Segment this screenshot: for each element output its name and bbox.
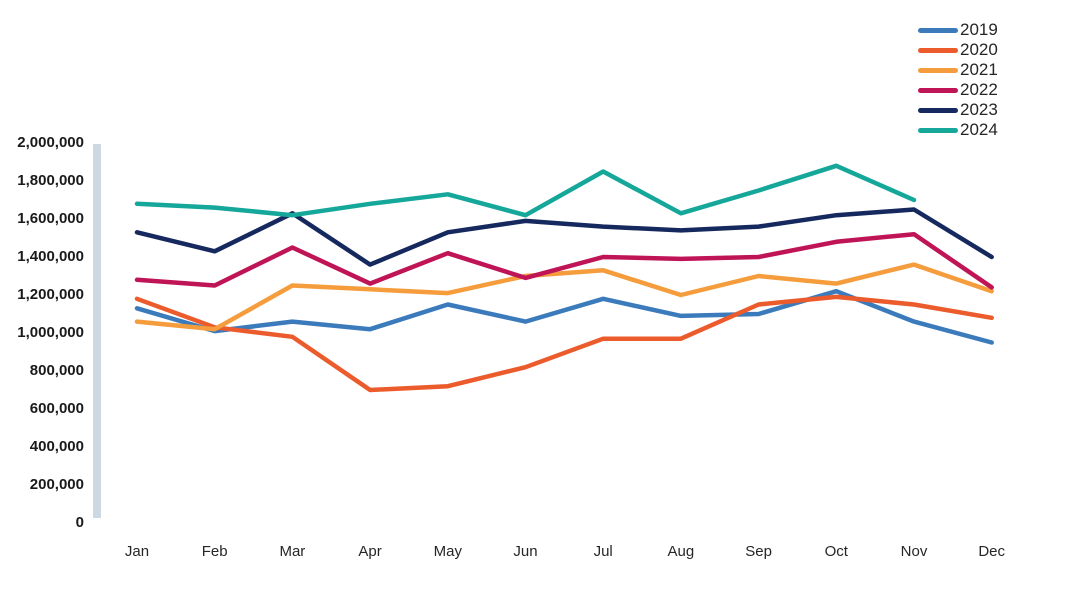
x-axis-tick-label: Aug (668, 543, 695, 560)
legend-swatch-2022 (918, 87, 958, 93)
legend-label: 2024 (960, 120, 998, 139)
x-axis-tick-label: Apr (358, 543, 381, 560)
legend: 2019 2020 2021 2022 2023 2024 (918, 20, 998, 140)
legend-swatch-2023 (918, 107, 958, 113)
legend-swatch-2019 (918, 27, 958, 33)
x-axis-tick-label: Oct (825, 543, 849, 560)
x-axis-tick-label: Dec (978, 543, 1005, 560)
y-axis-tick-label: 400,000 (30, 438, 84, 455)
legend-label: 2019 (960, 20, 998, 39)
y-axis-tick-label: 800,000 (30, 362, 84, 379)
y-axis-tick-label: 1,000,000 (17, 324, 84, 341)
y-axis-tick-label: 1,200,000 (17, 286, 84, 303)
x-axis-tick-label: Jul (594, 543, 613, 560)
series-line-2023 (134, 207, 994, 267)
legend-item-2023[interactable]: 2023 (918, 100, 998, 120)
y-axis-tick-label: 1,600,000 (17, 210, 84, 227)
x-axis-tick-label: Jan (125, 543, 149, 560)
series-line-2021 (134, 262, 994, 332)
y-axis-tick-label: 0 (76, 514, 84, 531)
legend-label: 2021 (960, 60, 998, 79)
legend-swatch-2024 (918, 127, 958, 133)
series-line-2020 (134, 294, 994, 393)
legend-label: 2022 (960, 80, 998, 99)
y-axis-bar (93, 144, 101, 518)
x-axis-tick-label: May (434, 543, 463, 560)
x-axis-tick-label: Mar (279, 543, 305, 560)
y-axis-tick-label: 600,000 (30, 400, 84, 417)
legend-label: 2020 (960, 40, 998, 59)
legend-item-2024[interactable]: 2024 (918, 120, 998, 140)
series-line-2024 (134, 163, 917, 218)
legend-swatch-2020 (918, 47, 958, 53)
y-axis-tick-label: 1,400,000 (17, 248, 84, 265)
y-axis-tick-label: 200,000 (30, 476, 84, 493)
legend-item-2022[interactable]: 2022 (918, 80, 998, 100)
legend-item-2019[interactable]: 2019 (918, 20, 998, 40)
x-axis-tick-label: Sep (745, 543, 772, 560)
legend-label: 2023 (960, 100, 998, 119)
x-axis-tick-label: Nov (901, 543, 928, 560)
series-line-2022 (134, 231, 994, 290)
legend-swatch-2021 (918, 67, 958, 73)
legend-item-2020[interactable]: 2020 (918, 40, 998, 60)
y-axis-tick-label: 2,000,000 (17, 134, 84, 151)
legend-item-2021[interactable]: 2021 (918, 60, 998, 80)
y-axis-tick-label: 1,800,000 (17, 172, 84, 189)
x-axis-tick-label: Feb (202, 543, 228, 560)
x-axis-tick-label: Jun (513, 543, 537, 560)
